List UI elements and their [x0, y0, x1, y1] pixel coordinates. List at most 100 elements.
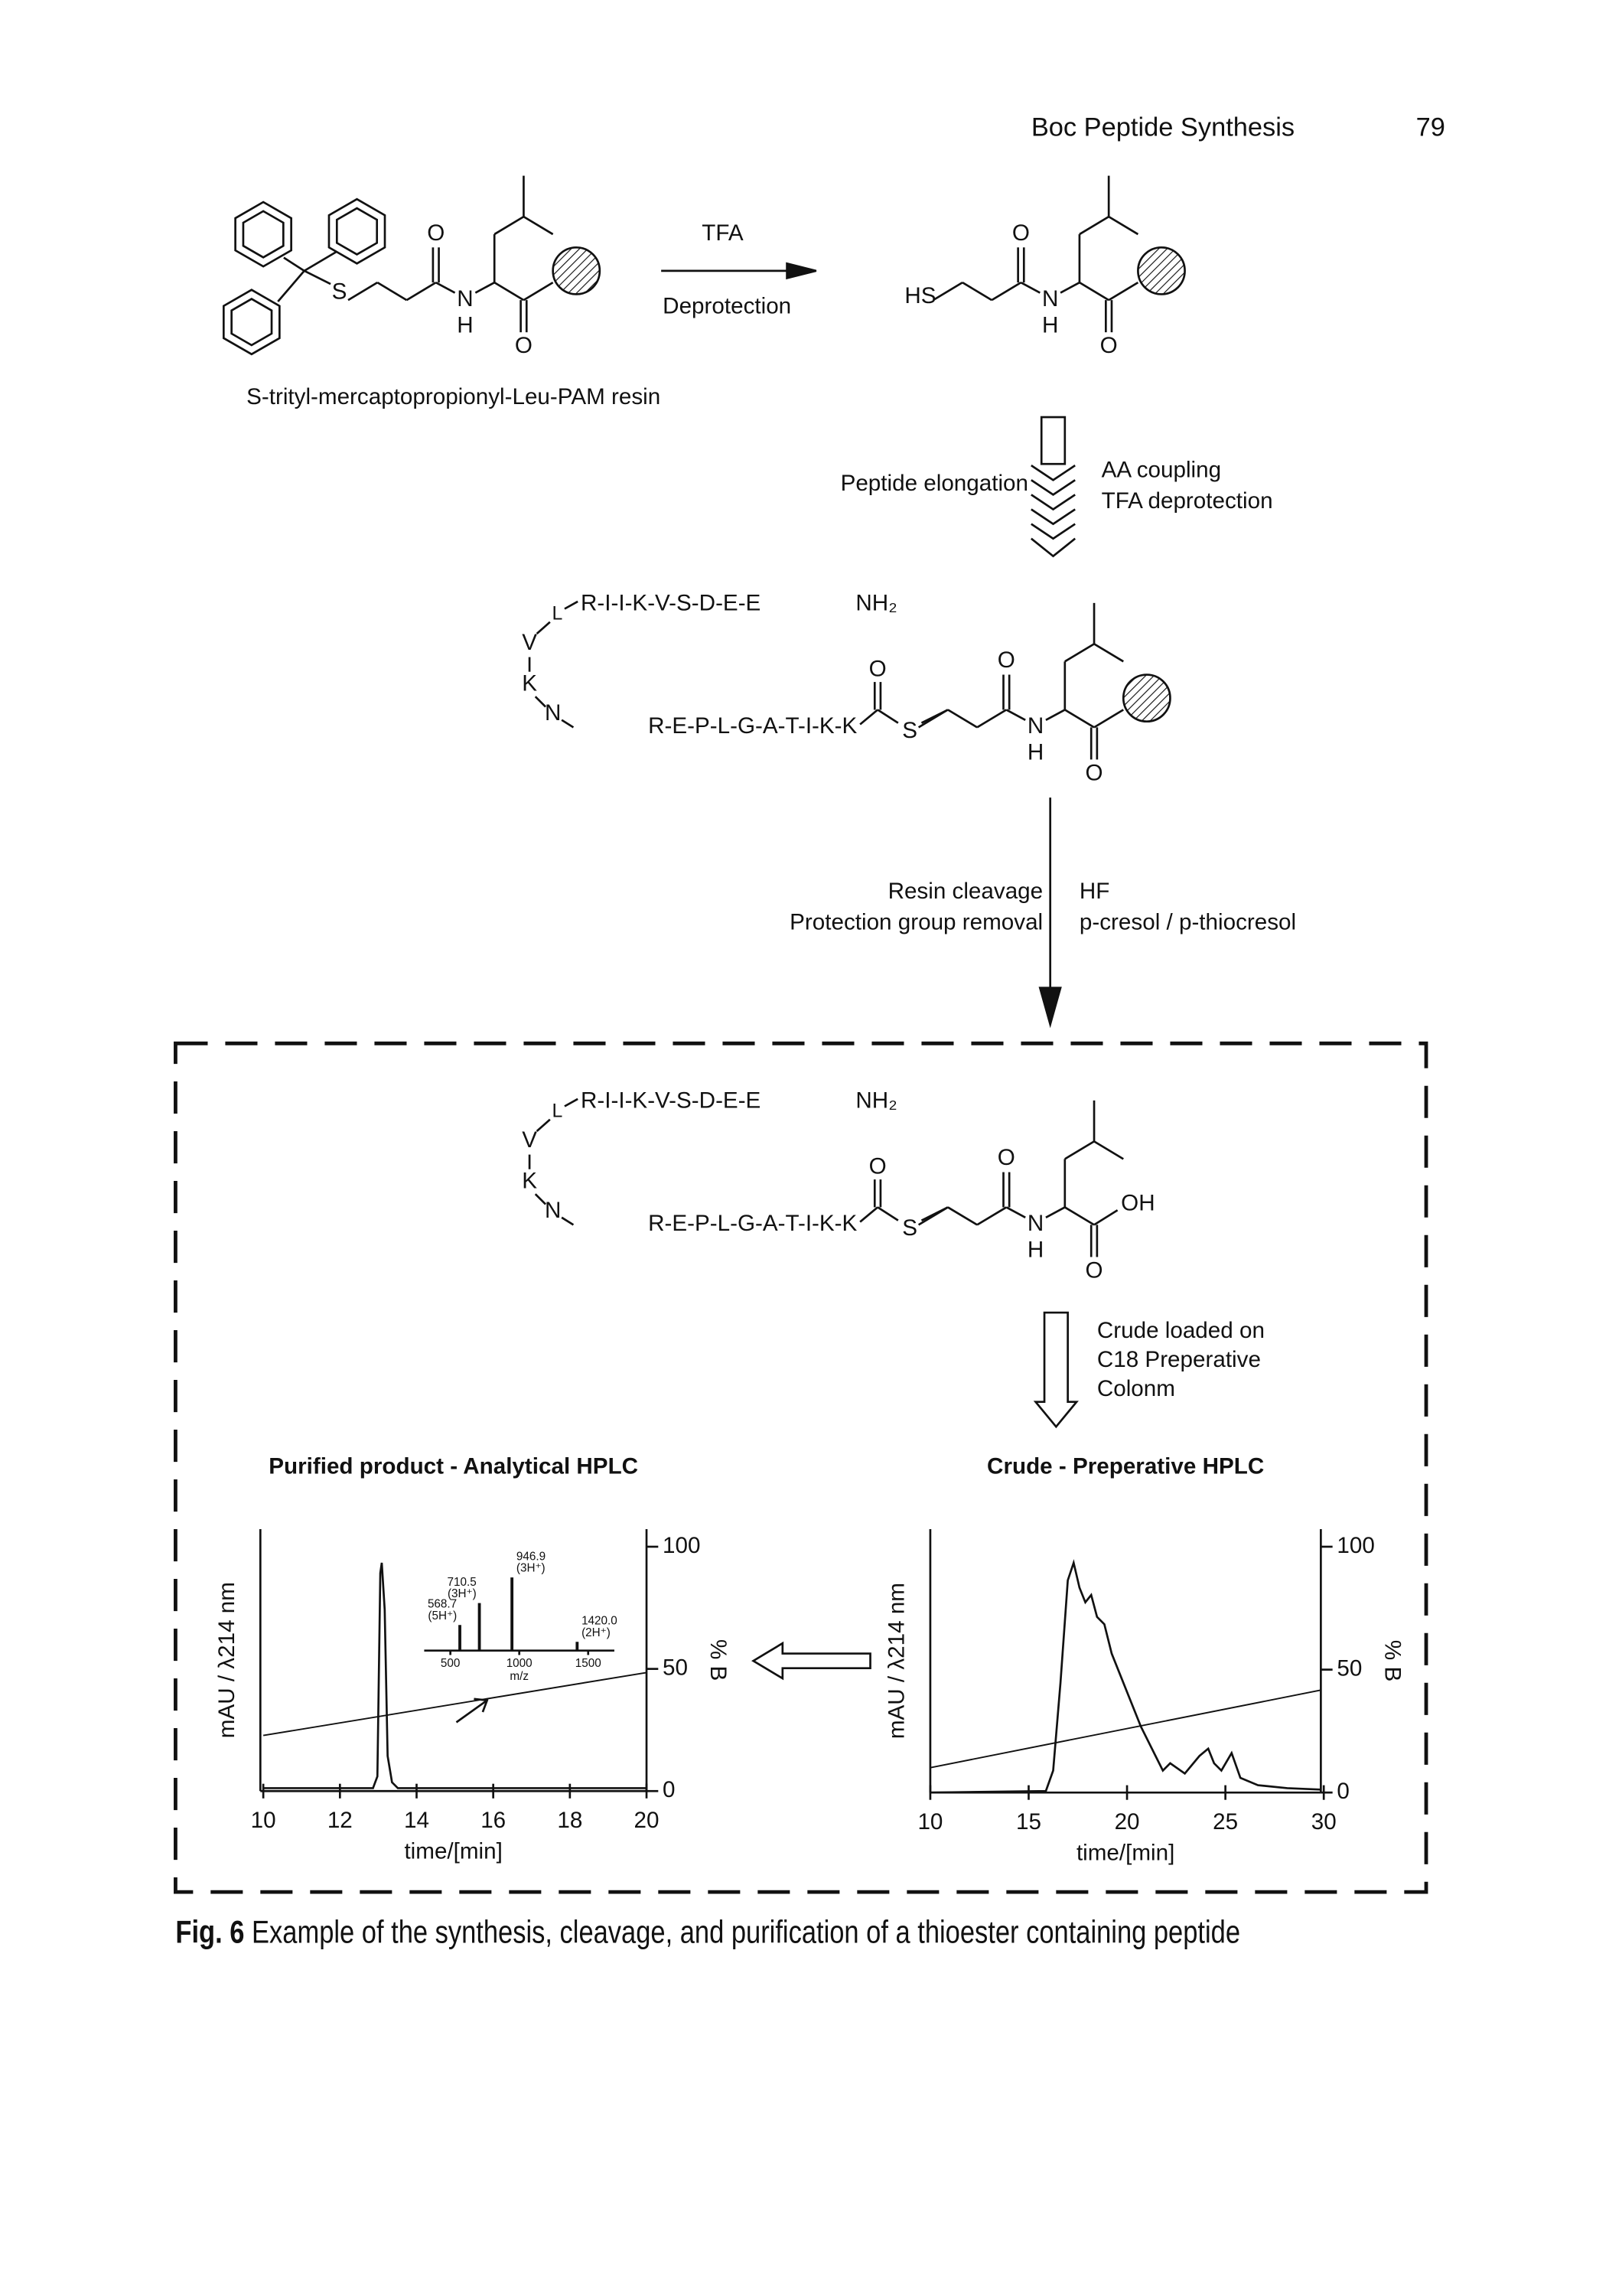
bond — [947, 709, 978, 729]
bond — [523, 215, 554, 236]
bond — [1093, 643, 1124, 663]
arrow-head — [1038, 987, 1062, 1029]
y-axis-label: mAU / λ214 nm — [884, 1583, 910, 1739]
bond — [917, 709, 949, 729]
inset-tick-label: 1500 — [575, 1657, 601, 1670]
bond — [1064, 1206, 1095, 1226]
atom-label: O — [998, 647, 1015, 673]
annotation-arrow — [455, 1699, 488, 1724]
x-tick-label: 14 — [404, 1808, 429, 1833]
peptide-sequence: R-I-I-K-V-S-D-E-E — [581, 1088, 761, 1114]
bond — [877, 709, 899, 724]
atom-label: O — [515, 333, 533, 358]
atom-label: S — [902, 718, 917, 743]
condition: C18 Preperative — [1097, 1347, 1261, 1372]
x-axis-label: time/[min] — [404, 1838, 502, 1864]
reagent: TFA — [702, 220, 744, 246]
y2-tick-label: 100 — [663, 1533, 700, 1558]
bond — [523, 282, 554, 302]
atom-label: N — [545, 1198, 561, 1223]
step-label: Peptide elongation — [841, 471, 1028, 496]
bond — [933, 282, 963, 302]
atom-label: O — [427, 220, 445, 246]
ms-peak-label: 1420.0 — [581, 1615, 617, 1628]
bond — [561, 1216, 575, 1226]
atom-label: O — [998, 1145, 1015, 1170]
bond — [991, 282, 1022, 302]
bond — [976, 1206, 1008, 1226]
annotation-arrow — [474, 1698, 489, 1713]
bond — [1079, 215, 1109, 236]
bond — [1005, 1206, 1026, 1218]
atom-label: N — [545, 700, 561, 726]
x-tick-label: 15 — [1016, 1809, 1041, 1835]
chart-title: Crude - Preperative HPLC — [987, 1454, 1264, 1479]
atom-label: H — [1042, 312, 1058, 338]
y2-tick-label: 50 — [1337, 1655, 1362, 1681]
benzene-ring — [327, 197, 386, 265]
bond — [1079, 282, 1109, 302]
dashed-frame — [174, 1041, 1428, 1894]
bond — [1064, 643, 1095, 663]
y2-axis-label: % B — [705, 1639, 731, 1681]
bond — [493, 215, 525, 236]
bond — [1093, 1209, 1119, 1226]
atom-label: L — [552, 604, 562, 625]
bond — [277, 269, 305, 302]
atom-label: O — [1086, 760, 1103, 785]
chevron — [1031, 465, 1076, 481]
atom-label: N — [1042, 286, 1058, 311]
hollow-arrow — [751, 1641, 871, 1681]
atom-label: K — [522, 1169, 537, 1194]
condition: AA coupling — [1102, 458, 1221, 483]
atom-label: V — [522, 1127, 537, 1153]
peptide-sequence: R-I-I-K-V-S-D-E-E — [581, 591, 761, 616]
bond — [1064, 709, 1095, 729]
x-tick-label: 10 — [917, 1809, 943, 1835]
atom-label: L — [552, 1101, 562, 1122]
bond — [1020, 281, 1041, 294]
y2-tick-label: 0 — [663, 1777, 675, 1802]
condition: HF — [1080, 879, 1109, 904]
benzene-ring-inner — [242, 210, 285, 259]
bond — [1060, 281, 1080, 294]
ms-peak-label: 568.7 — [428, 1598, 457, 1611]
resin-bead — [1137, 246, 1186, 295]
chevron — [1031, 508, 1076, 526]
ms-peak-charge: (2H⁺) — [581, 1626, 611, 1639]
step-label: Resin cleavage — [888, 879, 1044, 904]
resin-bead — [552, 246, 601, 295]
x-tick-label: 10 — [251, 1808, 276, 1833]
bond — [406, 282, 437, 302]
x-tick-label: 18 — [557, 1808, 582, 1833]
inset-tick-label: 1000 — [506, 1657, 533, 1670]
compound-label: S-trityl-mercaptopropionyl-Leu-PAM resin — [246, 384, 660, 409]
atom-label: K — [522, 671, 537, 696]
bond — [1093, 1140, 1124, 1160]
inset-tick-label: 500 — [441, 1657, 461, 1670]
step-label: Protection group removal — [790, 909, 1043, 934]
condition: TFA deprotection — [1102, 488, 1273, 514]
atom-label: N — [1028, 1211, 1044, 1236]
atom-label: O — [869, 657, 887, 682]
bond — [303, 250, 337, 272]
y2-tick-label: 100 — [1337, 1533, 1374, 1558]
gradient-line — [262, 1671, 647, 1737]
chevron — [1031, 479, 1076, 496]
bond — [536, 1118, 551, 1133]
x-tick-label: 30 — [1311, 1809, 1337, 1835]
atom-label: OH — [1121, 1190, 1155, 1215]
atom-label: O — [869, 1154, 887, 1179]
hollow-arrow — [1040, 416, 1067, 465]
bond — [534, 696, 547, 708]
condition: p-cresol / p-thiocresol — [1080, 909, 1296, 934]
bond — [564, 600, 578, 610]
x-tick-label: 20 — [1115, 1809, 1140, 1835]
benzene-ring — [222, 289, 281, 356]
bond — [561, 719, 575, 729]
bond — [1045, 1206, 1066, 1218]
x-tick-label: 16 — [480, 1808, 506, 1833]
atom-label: H — [1028, 740, 1044, 765]
bond — [962, 282, 992, 302]
